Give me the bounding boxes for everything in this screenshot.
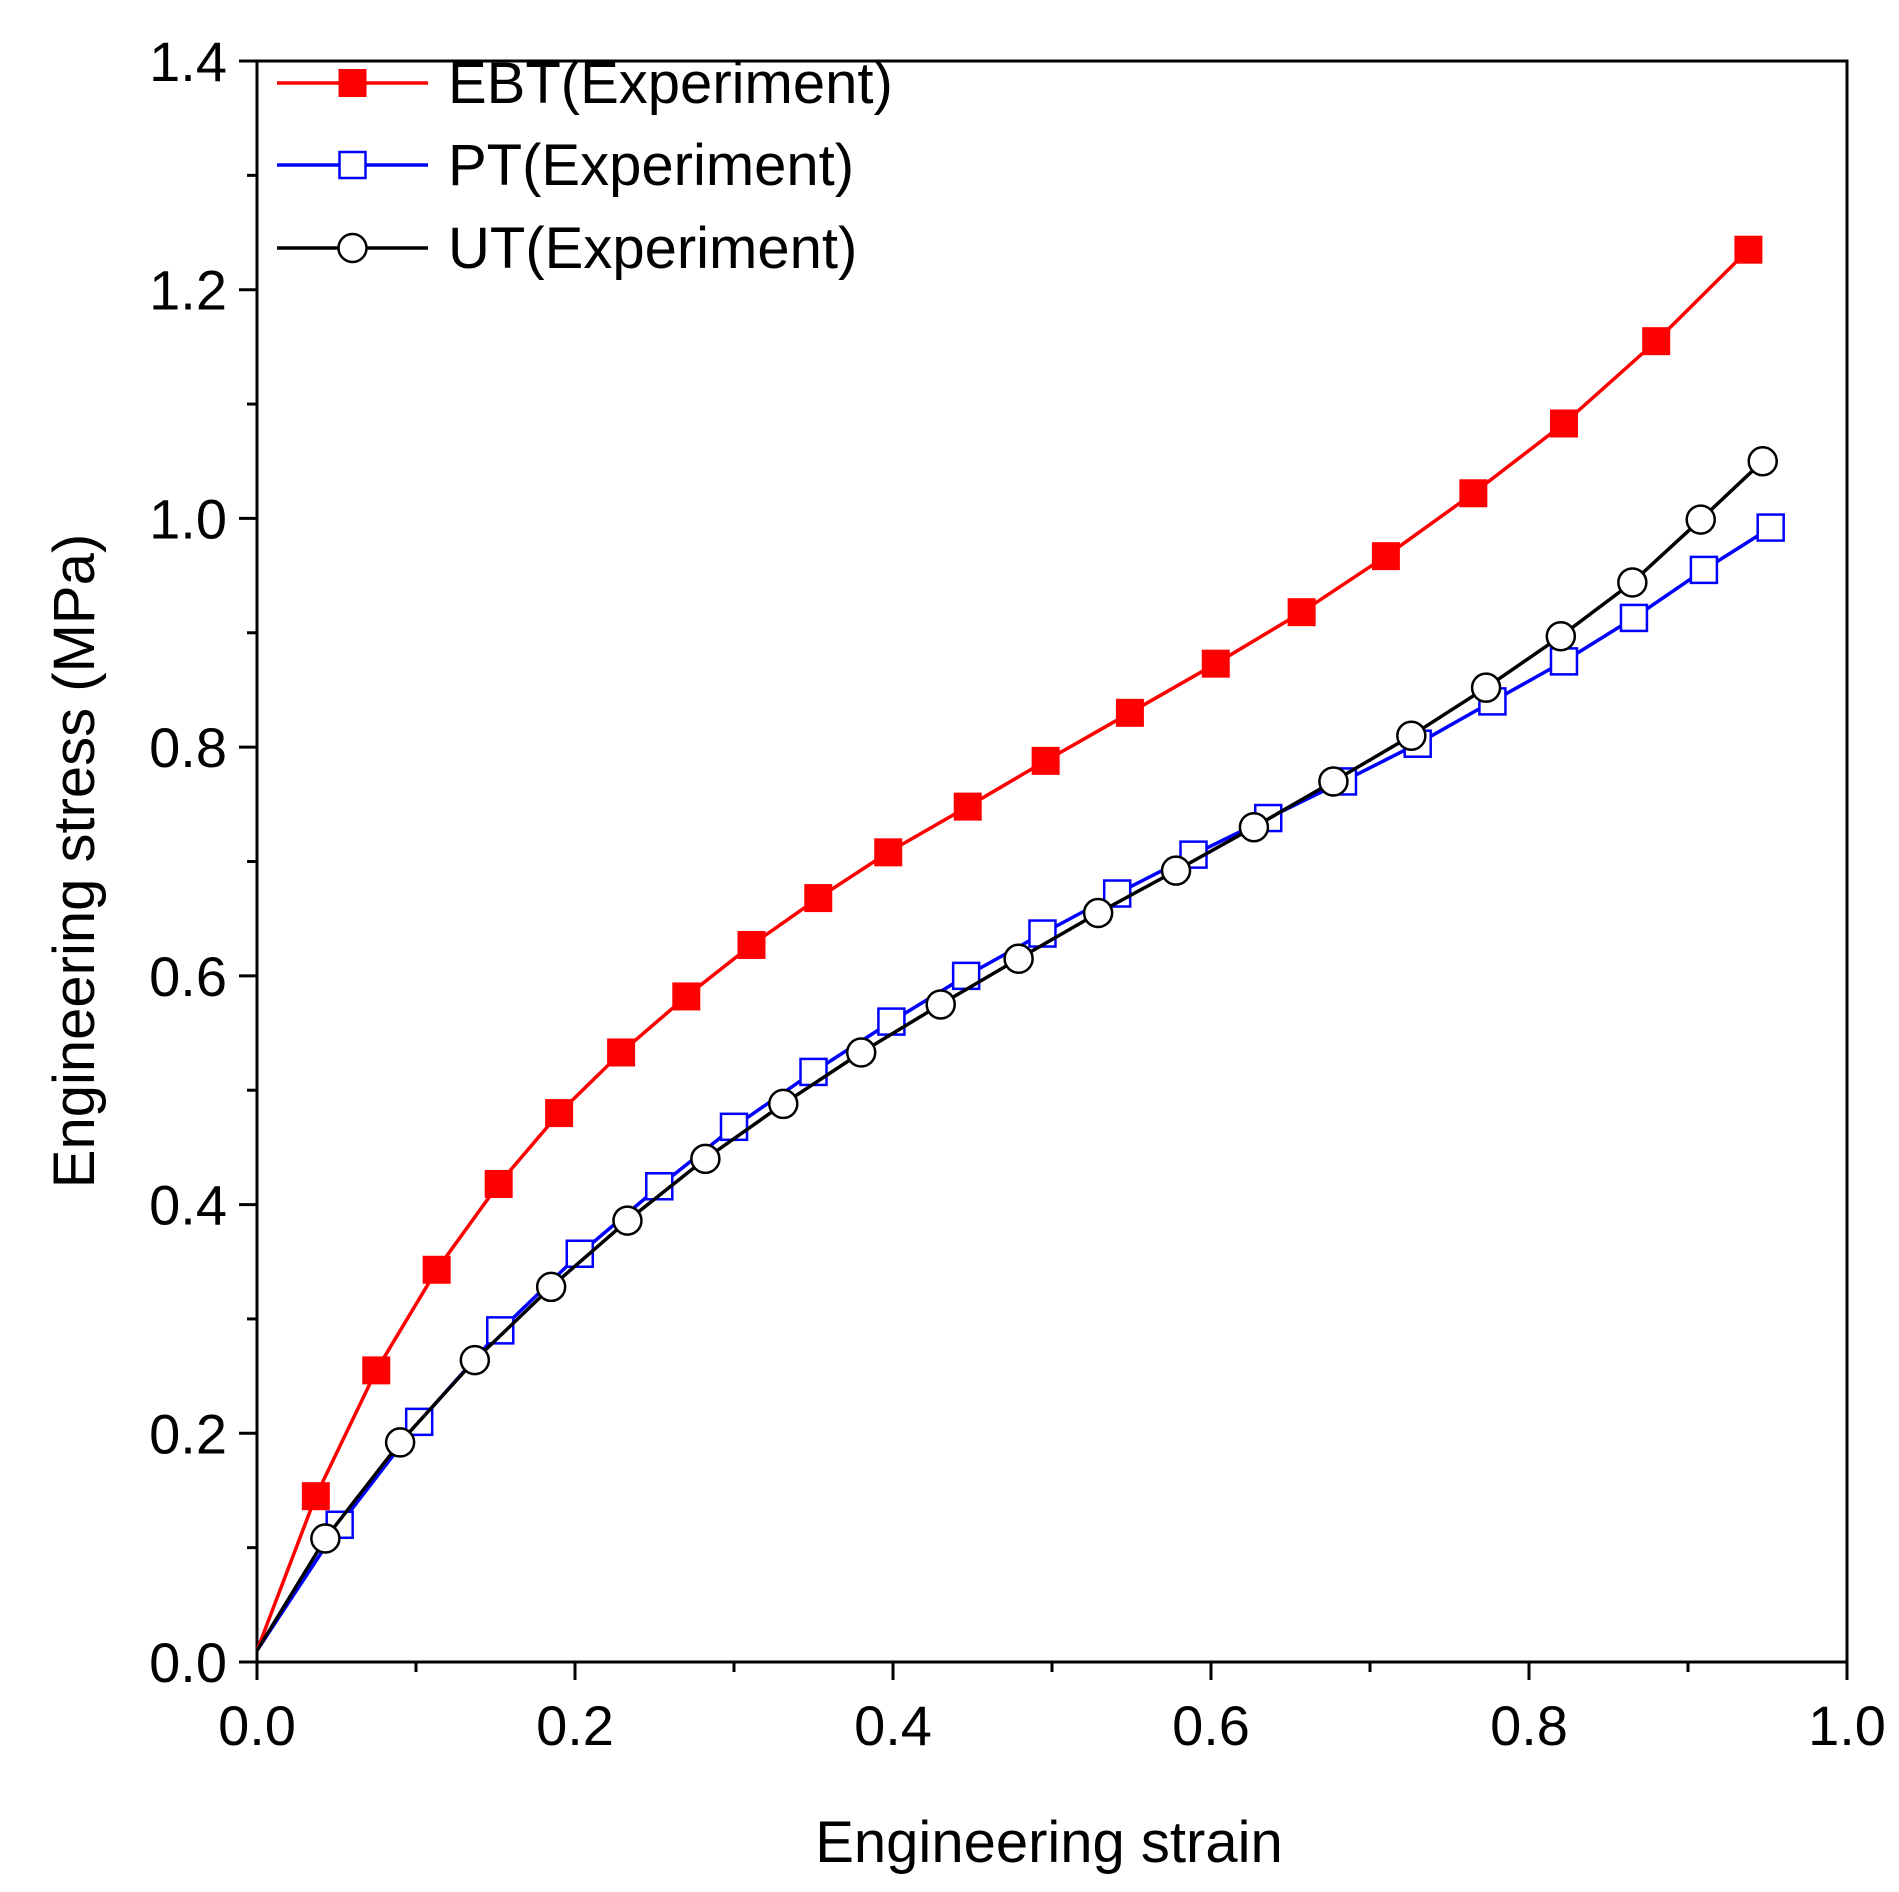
data-point [384,1427,416,1458]
data-point [845,1037,877,1068]
data-point [607,1038,636,1067]
data-point [1470,672,1502,703]
x-tick-label: 0.0 [218,1694,296,1757]
legend: EBT(Experiment) PT(Experiment) UT(Experime… [277,51,893,281]
data-point [874,838,903,867]
data-point [768,1088,799,1120]
data-point [484,1169,513,1198]
data-point [1545,620,1577,652]
y-tick-label: 0.8 [149,716,227,779]
axis-ticks [239,59,1849,1680]
data-point [1756,513,1785,542]
data-point [925,989,956,1020]
legend-label: EBT(Experiment) [448,51,893,116]
data-point [1028,919,1057,948]
data-point [690,1143,721,1175]
y-tick-label: 1.0 [149,487,227,550]
plot-frame [255,59,1849,1664]
series-pt [255,513,1785,1652]
legend-item: UT(Experiment) [277,216,857,281]
data-point [1031,746,1060,775]
data-point [545,1099,574,1128]
y-tick-label: 0.0 [149,1631,227,1694]
data-point [737,930,766,959]
data-point [1747,446,1778,477]
data-point [612,1205,643,1236]
data-point [953,792,982,821]
data-point [1003,943,1034,974]
x-tick-label: 0.8 [1490,1694,1568,1757]
data-point [1318,766,1349,797]
x-tick-label: 0.4 [854,1694,932,1757]
x-tick-labels: 0.0 0.2 0.4 0.6 0.8 1.0 [218,1694,1886,1757]
y-tick-label: 1.4 [149,30,227,93]
data-point [1549,409,1578,438]
data-point [1459,479,1488,508]
data-point [1201,649,1230,678]
data-point [337,232,368,264]
data-point [1619,603,1649,633]
series-ut [255,446,1778,1652]
data-point [1287,598,1316,627]
data-point [1685,504,1716,535]
data-point [310,1523,341,1554]
plot-area [255,59,1849,1664]
legend-label: UT(Experiment) [448,216,857,281]
series-line [255,459,1764,1652]
y-tick-label: 0.4 [149,1174,227,1237]
y-tick-labels: 0.0 0.2 0.4 0.6 0.8 1.0 1.2 1.4 [149,30,227,1694]
data-point [459,1344,491,1376]
data-point [1734,235,1763,264]
series-line [255,526,1772,1652]
data-point [486,1316,515,1345]
data-point [422,1255,451,1284]
y-axis-title: Engineering stress (MPa) [42,534,107,1188]
y-tick-label: 0.2 [149,1402,227,1465]
data-point [301,1482,330,1511]
data-point [1082,897,1114,929]
data-point [799,1057,828,1087]
data-point [804,884,833,913]
series-line [255,248,1750,1652]
data-point [1549,647,1579,676]
data-point [338,69,367,97]
x-tick-label: 0.6 [1172,1694,1250,1757]
legend-item: EBT(Experiment) [277,51,893,116]
data-point [1238,811,1270,843]
legend-item: PT(Experiment) [277,133,854,198]
x-axis-title: Engineering strain [815,1810,1283,1875]
data-point [1160,855,1192,886]
y-tick-label: 0.6 [149,945,227,1008]
y-tick-label: 1.2 [149,259,227,322]
data-point [672,982,701,1011]
data-point [535,1271,567,1303]
data-point [1689,555,1719,585]
data-point [1371,542,1400,571]
data-point [1642,327,1671,356]
data-point [1617,567,1648,598]
data-point [1396,720,1427,751]
data-point [1115,698,1144,727]
data-point [338,150,367,180]
series-ebt [255,235,1763,1652]
legend-label: PT(Experiment) [448,133,854,198]
series-layer [255,235,1785,1652]
data-point [362,1356,391,1385]
data-point [719,1112,749,1142]
x-tick-label: 1.0 [1808,1694,1886,1757]
x-tick-label: 0.2 [536,1694,614,1757]
